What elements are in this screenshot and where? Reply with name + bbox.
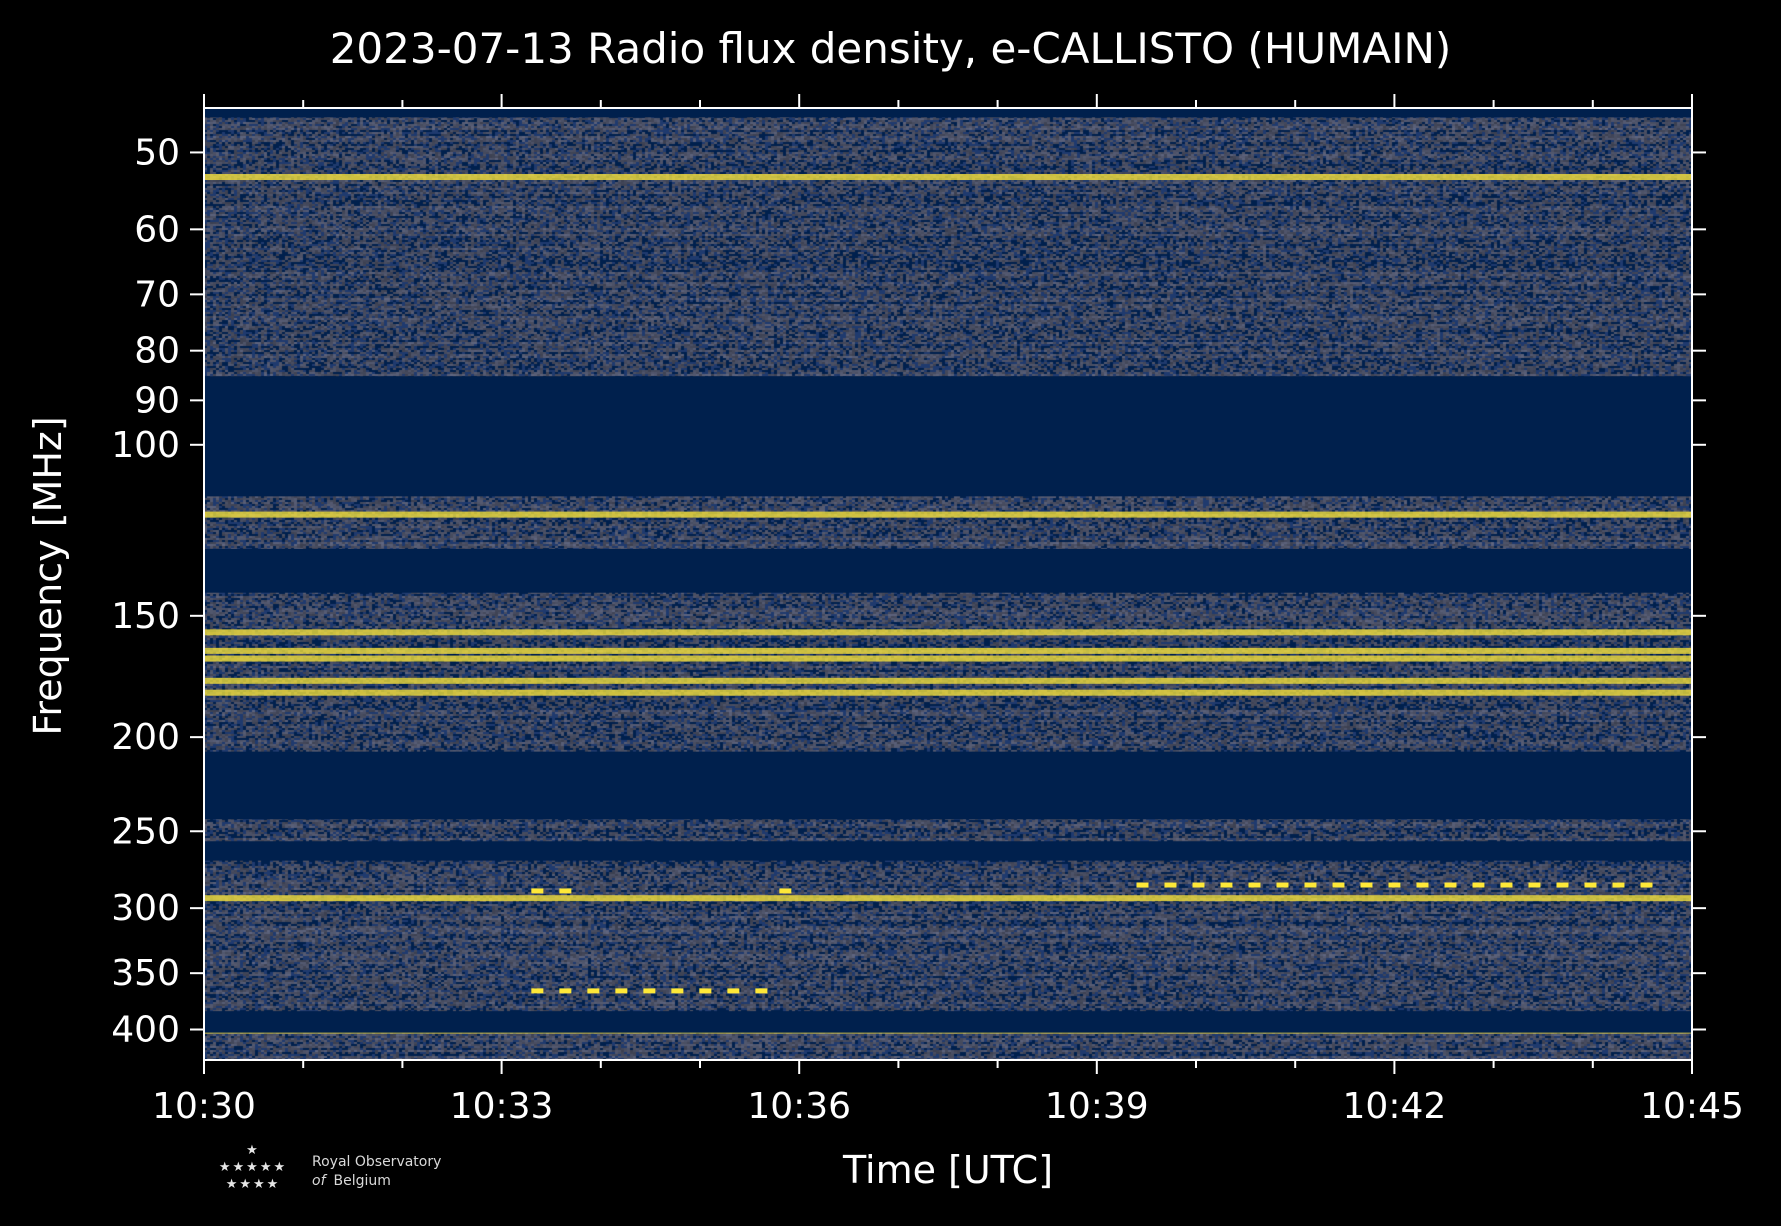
burst-mark xyxy=(755,988,768,994)
y-tick-label: 80 xyxy=(134,331,180,372)
y-tick-label: 50 xyxy=(134,132,180,173)
y-tick-label: 350 xyxy=(111,953,180,994)
saturated-band xyxy=(204,751,1692,820)
burst-mark xyxy=(1220,882,1233,888)
burst-mark xyxy=(1164,882,1177,888)
emission-line xyxy=(204,629,1692,636)
logo-line-1: Royal Observatory xyxy=(312,1154,442,1170)
burst-mark xyxy=(1640,882,1653,888)
burst-mark xyxy=(1136,882,1149,888)
emission-line xyxy=(204,655,1692,662)
burst-mark xyxy=(531,888,544,894)
saturated-band xyxy=(204,1011,1692,1033)
saturated-band xyxy=(204,841,1692,861)
y-tick-label: 250 xyxy=(111,811,180,852)
burst-mark xyxy=(1584,882,1597,888)
emission-line xyxy=(204,895,1692,902)
logo-line-2: of Belgium xyxy=(312,1173,391,1189)
y-tick-label: 90 xyxy=(134,380,180,421)
burst-mark xyxy=(1556,882,1569,888)
emission-line xyxy=(204,689,1692,696)
burst-mark xyxy=(727,988,740,994)
x-axis-label: Time [UTC] xyxy=(842,1148,1054,1192)
burst-mark xyxy=(1444,882,1457,888)
axes: 10:30 10:33 10:36 10:39 10:42 10:45 50 60 70 80 90… xyxy=(111,94,1744,1127)
x-tick-label: 10:30 xyxy=(152,1086,256,1127)
saturated-band xyxy=(204,108,1692,118)
spectrogram-heatmap xyxy=(204,108,1692,1060)
burst-mark xyxy=(587,988,600,994)
chart-title: 2023-07-13 Radio flux density, e-CALLIST… xyxy=(329,24,1452,73)
burst-mark xyxy=(1388,882,1401,888)
burst-mark xyxy=(1304,882,1317,888)
y-axis-label: Frequency [MHz] xyxy=(26,416,70,736)
y-tick-label: 400 xyxy=(111,1009,180,1050)
burst-mark xyxy=(1416,882,1429,888)
burst-mark xyxy=(1192,882,1205,888)
saturated-band xyxy=(204,548,1692,593)
y-tick-label: 70 xyxy=(134,274,180,315)
burst-mark xyxy=(1472,882,1485,888)
emission-line xyxy=(204,174,1692,181)
x-tick-label: 10:33 xyxy=(450,1086,554,1127)
emission-line xyxy=(204,677,1692,684)
y-tick-label: 100 xyxy=(111,425,180,466)
burst-mark xyxy=(615,988,628,994)
burst-mark xyxy=(643,988,656,994)
x-tick-label: 10:42 xyxy=(1343,1086,1447,1127)
burst-mark xyxy=(779,888,792,894)
y-tick-label: 300 xyxy=(111,888,180,929)
saturated-band xyxy=(204,376,1692,497)
x-tick-label: 10:45 xyxy=(1640,1086,1744,1127)
emission-line xyxy=(204,647,1692,654)
burst-mark xyxy=(1276,882,1289,888)
y-tick-label: 200 xyxy=(111,717,180,758)
burst-mark xyxy=(1332,882,1345,888)
burst-mark xyxy=(1500,882,1513,888)
royal-observatory-logo: ★ ★★★★★ ★★★★ Royal Observatory of Belgium xyxy=(210,1142,470,1198)
burst-mark xyxy=(1612,882,1625,888)
burst-mark xyxy=(559,988,572,994)
x-tick-label: 10:39 xyxy=(1045,1086,1149,1127)
burst-mark xyxy=(531,988,544,994)
burst-mark xyxy=(671,988,684,994)
x-tick-label: 10:36 xyxy=(747,1086,851,1127)
stars-icon: ★ ★★★★★ ★★★★ xyxy=(218,1143,288,1192)
y-tick-label: 150 xyxy=(111,596,180,637)
burst-mark xyxy=(1528,882,1541,888)
burst-mark xyxy=(559,888,572,894)
burst-mark xyxy=(699,988,712,994)
burst-mark xyxy=(1360,882,1373,888)
plot-frame xyxy=(203,107,1693,1061)
y-tick-label: 60 xyxy=(134,209,180,250)
burst-mark xyxy=(1248,882,1261,888)
emission-line xyxy=(204,511,1692,518)
